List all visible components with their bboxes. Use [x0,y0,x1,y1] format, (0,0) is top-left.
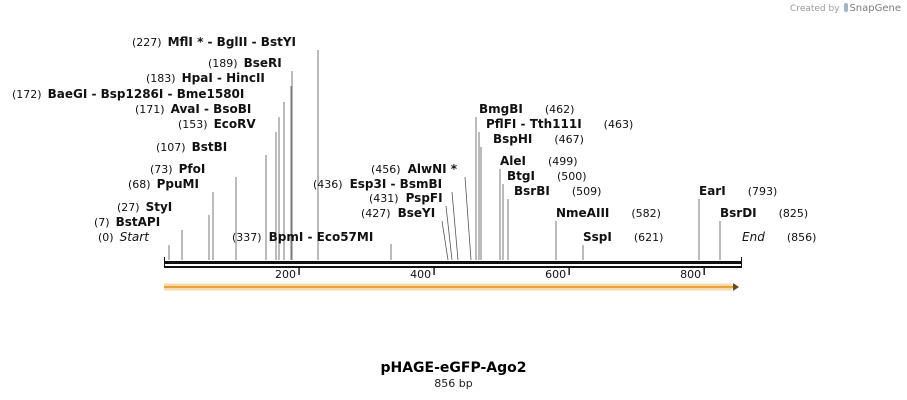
site-label-right: PflFI - Tth111I (463) [486,117,633,131]
site-label-right: BsrDI (825) [720,206,808,220]
site-label-inline: (337) BpmI - Eco57MI [232,230,373,244]
site-label-middle: (431) PspFI [369,191,443,205]
map-length: 856 bp [434,377,473,390]
backbone-top-line [164,261,742,264]
site-label-right: BmgBI (462) [479,102,574,116]
feature-arrow-head [733,283,739,291]
snapgene-credit: Created by SnapGene [790,3,901,14]
site-label-left: (107) BstBI [156,140,227,154]
feature-arrow-shaft [164,286,734,288]
site-label-left: (68) PpuMI [128,177,199,191]
site-label-right: EarI (793) [699,184,777,198]
site-label-left: (7) BstAPI [94,215,160,229]
site-leader-line [445,205,453,261]
site-label-middle: (427) BseYI [361,206,435,220]
site-label-left: (27) StyI [117,200,172,214]
site-label-right: SspI (621) [583,230,663,244]
site-leader-line [441,220,449,261]
site-label-right: NmeAIII (582) [556,206,661,220]
site-label-left: (0) Start [98,230,150,244]
credit-created-by: Created by [790,4,840,14]
site-label-left: (172) BaeGI - Bsp1286I - Bme1580I [12,87,244,101]
site-label-left: (189) BseRI [208,56,282,70]
snapgene-logo-icon [844,3,849,12]
site-label-right: AleI (499) [500,154,578,168]
site-label-left: (171) AvaI - BsoBI [135,102,251,116]
backbone-start-cap [164,257,165,268]
site-label-left: (73) PfoI [150,162,205,176]
backbone-end-cap [741,257,742,268]
ruler-tick-label: 400 [410,268,431,281]
site-label-right: BtgI (500) [507,169,587,183]
site-labels: (0) Start(7) BstAPI(27) StyI (68) PpuMI(73) Pf… [12,35,816,244]
site-leader-line [464,176,472,261]
site-label-right: BspHI (467) [493,132,584,146]
ruler-tick-label: 600 [545,268,566,281]
map-title: pHAGE-eGFP-Ago2 [380,360,527,376]
ruler-tick-label: 200 [275,268,296,281]
site-label-middle: (456) AlwNI * [371,162,458,176]
site-leader-lines [168,50,721,261]
site-label-middle: (436) Esp3I - BsmBI [313,177,442,191]
ruler-tick-label: 800 [680,268,701,281]
site-label-left: (227) MflI * - BglII - BstYI [132,35,296,49]
site-label-right: BsrBI (509) [514,184,601,198]
backbone-bottom-line [164,266,742,268]
site-label-left: (183) HpaI - HincII [146,71,265,85]
site-label-left: (153) EcoRV [178,117,256,131]
site-leader-line [451,191,459,261]
site-label-right: End (856) [742,230,816,244]
sequence-backbone [164,257,742,268]
feature-arrow [164,283,739,291]
credit-brand: SnapGene [849,3,901,14]
ruler-ticks: 200 400 600 800 [275,267,705,281]
